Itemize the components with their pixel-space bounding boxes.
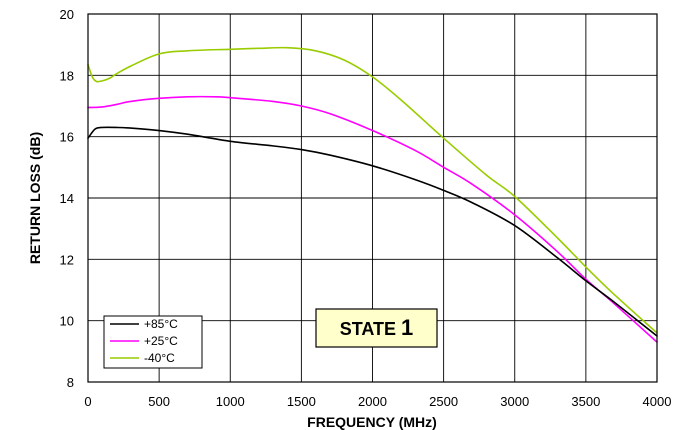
series-line	[87, 126, 658, 337]
x-tick-label: 500	[148, 394, 170, 409]
state-number: 1	[401, 315, 413, 340]
y-tick-label: 12	[60, 252, 74, 267]
state-box	[315, 308, 438, 348]
plot-frame	[87, 13, 658, 383]
legend: +85°C +25°C -40°C	[103, 315, 203, 369]
y-tick-label: 20	[60, 7, 74, 22]
state-word: STATE	[340, 319, 396, 339]
x-tick-label: 1000	[216, 394, 245, 409]
legend-label: +25°C	[144, 334, 178, 348]
y-tick-label: 16	[60, 130, 74, 145]
y-tick-label: 14	[60, 191, 74, 206]
x-tick-label: 0	[84, 394, 91, 409]
y-tick-label: 18	[60, 68, 74, 83]
series-lines	[87, 46, 658, 343]
x-axis-label: FREQUENCY (MHz)	[307, 414, 437, 430]
legend-label: +85°C	[144, 317, 178, 331]
y-tick-label: 8	[67, 375, 74, 390]
legend-label: -40°C	[144, 351, 175, 365]
x-tick-label: 3000	[500, 394, 529, 409]
y-tick-label: 10	[60, 314, 74, 329]
y-tick-labels: 8 10 12 14 16 18 20	[60, 7, 74, 390]
x-tick-label: 1500	[287, 394, 316, 409]
x-tick-label: 4000	[643, 394, 672, 409]
x-tick-label: 2500	[429, 394, 458, 409]
y-axis-label: RETURN LOSS (dB)	[27, 132, 43, 264]
series-line	[87, 46, 658, 334]
state-annotation: STATE 1	[315, 308, 438, 348]
series-line	[87, 95, 658, 343]
x-tick-label: 3500	[571, 394, 600, 409]
x-tick-labels: 0 500 1000 1500 2000 2500 3000 3500 4000	[84, 394, 671, 409]
state-label: STATE 1	[340, 315, 414, 340]
x-tick-label: 2000	[358, 394, 387, 409]
